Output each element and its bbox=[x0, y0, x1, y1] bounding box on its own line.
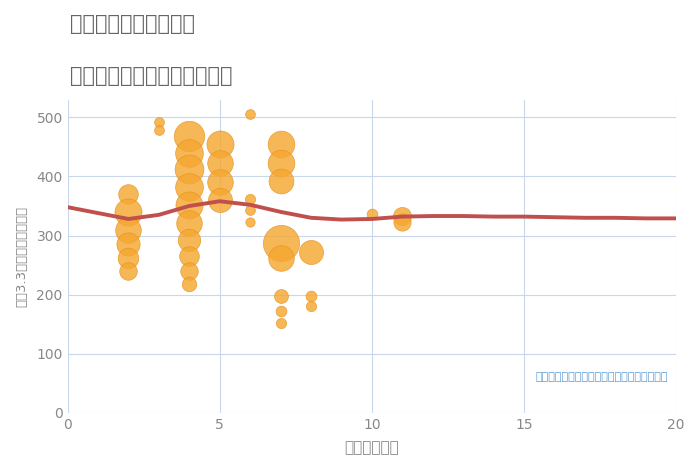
Point bbox=[214, 179, 225, 186]
Point bbox=[275, 177, 286, 185]
Point bbox=[305, 293, 316, 300]
Point bbox=[244, 195, 256, 203]
Point bbox=[275, 239, 286, 246]
Point bbox=[153, 118, 164, 126]
Point bbox=[122, 226, 134, 234]
Point bbox=[275, 254, 286, 262]
Point bbox=[183, 149, 195, 157]
Point bbox=[183, 133, 195, 140]
Text: 駅距離別中古マンション価格: 駅距離別中古マンション価格 bbox=[70, 66, 232, 86]
Point bbox=[397, 218, 408, 226]
Point bbox=[214, 140, 225, 148]
Point bbox=[275, 160, 286, 167]
Point bbox=[244, 218, 256, 226]
Point bbox=[122, 208, 134, 216]
Point bbox=[244, 206, 256, 214]
Point bbox=[214, 196, 225, 204]
Point bbox=[275, 319, 286, 327]
Point bbox=[366, 210, 377, 218]
Point bbox=[122, 241, 134, 248]
Point bbox=[153, 126, 164, 134]
Point bbox=[183, 280, 195, 288]
Point bbox=[122, 190, 134, 198]
Point bbox=[122, 267, 134, 275]
Point bbox=[183, 236, 195, 243]
Point bbox=[244, 110, 256, 118]
Y-axis label: 坪（3.3㎡）単価（万円）: 坪（3.3㎡）単価（万円） bbox=[15, 206, 28, 307]
Point bbox=[275, 140, 286, 148]
Point bbox=[183, 219, 195, 226]
Point bbox=[305, 303, 316, 310]
Text: 円の大きさは、取引のあった物件面積を示す: 円の大きさは、取引のあった物件面積を示す bbox=[536, 372, 668, 382]
Point bbox=[183, 252, 195, 260]
Text: 東京都目黒区五本木の: 東京都目黒区五本木の bbox=[70, 14, 195, 34]
Point bbox=[214, 160, 225, 167]
Point bbox=[275, 293, 286, 300]
Point bbox=[183, 267, 195, 275]
Point bbox=[275, 307, 286, 314]
Point bbox=[122, 254, 134, 262]
Point bbox=[183, 165, 195, 173]
Point bbox=[305, 248, 316, 256]
Point bbox=[397, 212, 408, 220]
Point bbox=[183, 183, 195, 191]
Point bbox=[183, 201, 195, 209]
X-axis label: 駅距離（分）: 駅距離（分） bbox=[344, 440, 399, 455]
